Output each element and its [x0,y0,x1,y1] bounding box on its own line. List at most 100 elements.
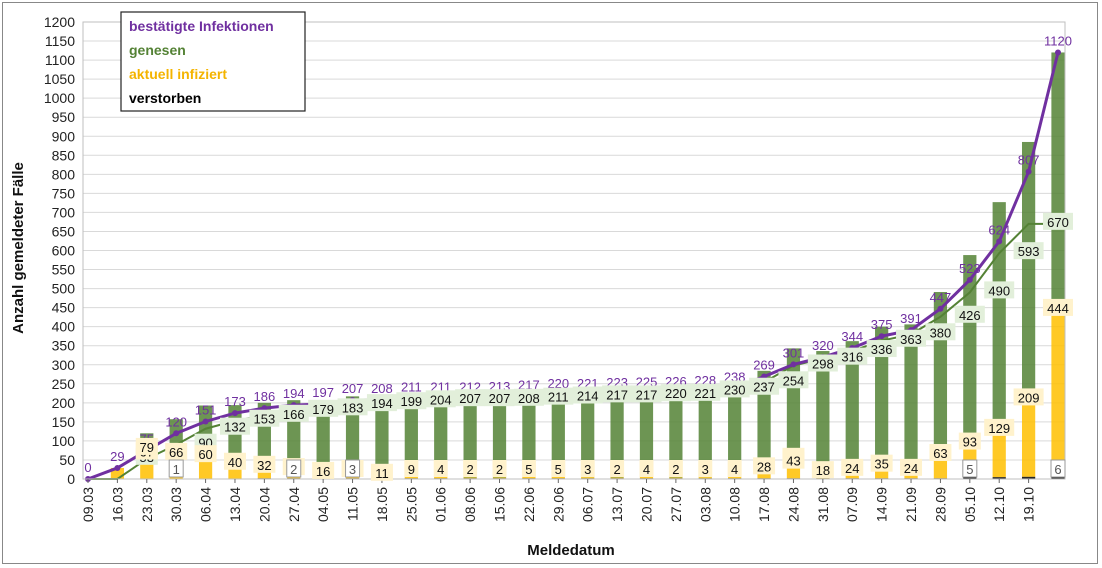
data-label: 3 [349,462,356,477]
y-tick-label: 350 [52,338,76,354]
data-label-bg [631,385,662,403]
data-label: 807 [1018,153,1040,168]
point-confirmed [202,418,209,425]
point-confirmed [790,361,797,368]
data-label: 4 [643,462,650,477]
data-label-bg [219,417,250,435]
data-label-bg [249,409,280,427]
data-label-bg [345,459,361,478]
bar-active [551,476,565,479]
data-label-bg [543,387,574,405]
bar-recovered [610,394,624,478]
data-label: 523 [959,261,981,276]
bar-active [1051,307,1065,477]
data-label: 199 [400,394,422,409]
chart-svg: 0501001502002503003504004505005506006507… [10,11,1073,559]
data-label-bg [811,461,834,479]
data-label: 29 [110,449,124,464]
data-label-bg [841,458,864,476]
data-label: 391 [900,311,922,326]
y-tick-label: 1000 [44,90,75,106]
data-label: 237 [753,380,775,395]
data-label-bg [610,460,625,477]
point-confirmed [114,464,121,471]
x-tick-label: 25.05 [403,487,419,522]
data-label-bg [954,305,985,323]
data-label: 2 [672,462,679,477]
data-label: 344 [841,329,863,344]
bar-recovered [404,397,418,475]
x-tick-label: 12.10 [991,487,1007,522]
data-label-bg [492,460,507,477]
x-tick-label: 13.07 [609,487,625,522]
data-label-bg [433,460,448,477]
data-label: 197 [312,385,334,400]
bar-recovered [904,324,918,470]
data-label: 670 [1047,215,1069,230]
data-label-bg [866,340,897,358]
data-label-bg [984,418,1015,436]
point-confirmed [966,276,973,283]
data-label-bg [253,455,276,473]
data-label: 151 [195,402,217,417]
data-label: 336 [871,342,893,357]
plot-area-border [82,21,1066,480]
data-label: 254 [783,373,805,388]
data-label: 2 [613,462,620,477]
y-tick-label: 850 [52,147,76,163]
data-label: 5 [555,462,562,477]
x-tick-label: 08.06 [462,487,478,522]
data-label: 217 [606,387,628,402]
data-label-bg [580,460,595,477]
y-tick-label: 600 [52,243,76,259]
bar-recovered [463,398,477,478]
data-label: 153 [254,412,276,427]
data-label: 593 [1018,244,1040,259]
data-label-bg [278,404,309,422]
data-label: 32 [257,458,271,473]
x-tick-label: 21.09 [903,487,919,522]
point-confirmed [996,238,1003,245]
bar-deceased [1021,476,1036,479]
data-label: 24 [845,461,859,476]
data-label: 5 [966,462,973,477]
y-tick-label: 550 [52,262,76,278]
data-label: 207 [459,391,481,406]
data-label-bg [984,281,1015,299]
axes: 0501001502002503003504004505005506006507… [44,14,1066,522]
y-axis-title: Anzahl gemeldeter Fälle [10,162,27,334]
data-label-bg [837,347,868,365]
data-label: 3 [584,462,591,477]
data-label-bg [337,398,368,416]
data-label: 217 [636,387,658,402]
y-tick-label: 1050 [44,71,75,87]
data-label: 444 [1047,301,1069,316]
data-label: 207 [489,391,511,406]
data-label: 16 [316,464,330,479]
y-tick-label: 150 [52,414,76,430]
data-label: 0 [84,460,91,475]
data-label-bg [925,323,956,341]
legend-item-active: aktuell infiziert [129,66,227,82]
bar-recovered [757,370,771,468]
y-tick-label: 500 [52,281,76,297]
data-label-bg [425,390,456,408]
data-label-bg [1043,212,1073,230]
x-tick-label: 28.09 [932,487,948,522]
data-label: 5 [525,462,532,477]
data-label: 194 [283,386,305,401]
data-label: 18 [816,463,830,478]
data-label-bg [962,459,978,478]
bar-recovered [698,389,712,478]
data-labels: 0297512015117318619419720720821121121221… [84,33,1073,481]
data-label: 40 [228,455,242,470]
bar-deceased [963,477,977,479]
data-label: 320 [812,338,834,353]
data-label-bg [807,354,838,372]
legend-box [120,11,306,112]
data-label: 35 [874,457,888,472]
data-label-bg [312,461,335,479]
x-tick-label: 07.09 [844,487,860,522]
data-label: 269 [753,358,775,373]
